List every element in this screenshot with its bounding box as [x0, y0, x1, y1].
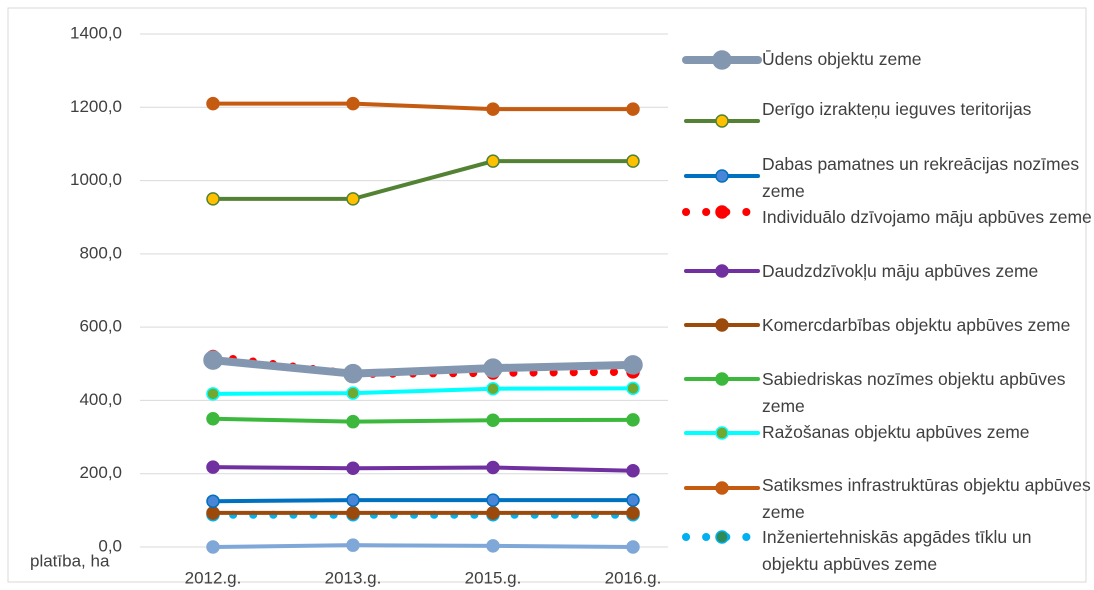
data-point — [346, 506, 360, 520]
data-point — [206, 96, 220, 111]
data-point — [486, 413, 500, 427]
legend-marker — [715, 530, 729, 544]
y-tick-label: 200,0 — [79, 463, 122, 482]
data-point — [486, 102, 500, 116]
legend-marker — [715, 264, 729, 278]
y-tick-label: 0,0 — [98, 536, 122, 555]
x-tick-label: 2015.g. — [465, 568, 522, 587]
legend-entry: Derīgo izrakteņu ieguves teritorijas — [762, 99, 1032, 119]
series-line — [211, 416, 635, 424]
series-line — [211, 543, 635, 549]
legend-marker — [712, 50, 732, 70]
legend-entry: Daudzdzīvokļu māju apbūves zeme — [762, 261, 1039, 281]
series-line — [211, 101, 635, 112]
data-point — [206, 192, 220, 206]
data-point — [626, 540, 640, 554]
data-point — [626, 413, 640, 427]
data-point — [486, 539, 500, 553]
series-line — [211, 498, 635, 504]
legend-entry: Ūdens objektu zeme — [762, 49, 922, 69]
data-point — [486, 506, 500, 520]
y-axis-label: platība, ha — [30, 551, 110, 570]
data-point — [626, 464, 640, 478]
y-tick-label: 400,0 — [79, 390, 122, 409]
data-point — [626, 506, 640, 520]
data-point — [206, 540, 220, 554]
chart-border — [7, 7, 1087, 583]
data-point — [486, 460, 500, 475]
legend-entry: Individuālo dzīvojamo māju apbūves zeme — [762, 207, 1092, 227]
series-line — [211, 465, 635, 473]
data-point — [483, 358, 503, 378]
data-point — [346, 493, 360, 507]
data-point — [206, 412, 220, 426]
data-point — [626, 154, 640, 168]
y-tick-label: 1000,0 — [70, 170, 122, 189]
data-point — [486, 493, 500, 507]
data-point — [206, 460, 220, 474]
data-point — [626, 381, 640, 396]
x-tick-label: 2012.g. — [185, 568, 242, 587]
data-point — [626, 493, 640, 507]
data-point — [626, 102, 640, 116]
data-point — [346, 461, 360, 475]
legend-marker — [715, 114, 729, 128]
legend-marker — [715, 481, 729, 495]
x-tick-label: 2013.g. — [325, 568, 382, 587]
legend-entry: Ražošanas objektu apbūves zeme — [762, 422, 1030, 442]
legend-entry: Satiksmes infrastruktūras objektu apbūve… — [762, 475, 1091, 522]
data-point — [343, 363, 363, 384]
y-tick-label: 1400,0 — [70, 23, 122, 42]
legend-marker — [715, 426, 729, 440]
y-tick-label: 800,0 — [79, 243, 122, 262]
data-point — [346, 538, 360, 552]
legend-marker — [715, 169, 729, 183]
x-tick-label: 2016.g. — [605, 568, 662, 587]
data-point — [206, 506, 220, 520]
data-point — [486, 154, 500, 168]
y-tick-label: 1200,0 — [70, 97, 122, 116]
legend-marker — [715, 318, 729, 332]
legend-marker — [715, 205, 729, 219]
series-line — [211, 159, 635, 201]
legend-entry: Inženiertehniskās apgādes tīklu un objek… — [762, 527, 1032, 574]
data-point — [203, 350, 223, 370]
data-point — [346, 386, 360, 400]
series-line — [211, 386, 635, 396]
series-line — [209, 356, 637, 378]
data-point — [623, 355, 643, 375]
data-point — [206, 387, 220, 401]
legend-marker — [715, 372, 729, 386]
legend-entry: Dabas pamatnes un rekreācijas nozīmes ze… — [762, 154, 1080, 201]
data-point — [346, 414, 360, 429]
data-point — [346, 96, 360, 111]
legend-entry: Sabiedriskas nozīmes objektu apbūves zem… — [762, 369, 1066, 416]
data-point — [206, 494, 220, 508]
data-point — [486, 381, 500, 396]
data-point — [346, 192, 360, 206]
y-tick-label: 600,0 — [79, 317, 122, 336]
legend-entry: Komercdarbības objektu apbūves zeme — [762, 315, 1071, 335]
